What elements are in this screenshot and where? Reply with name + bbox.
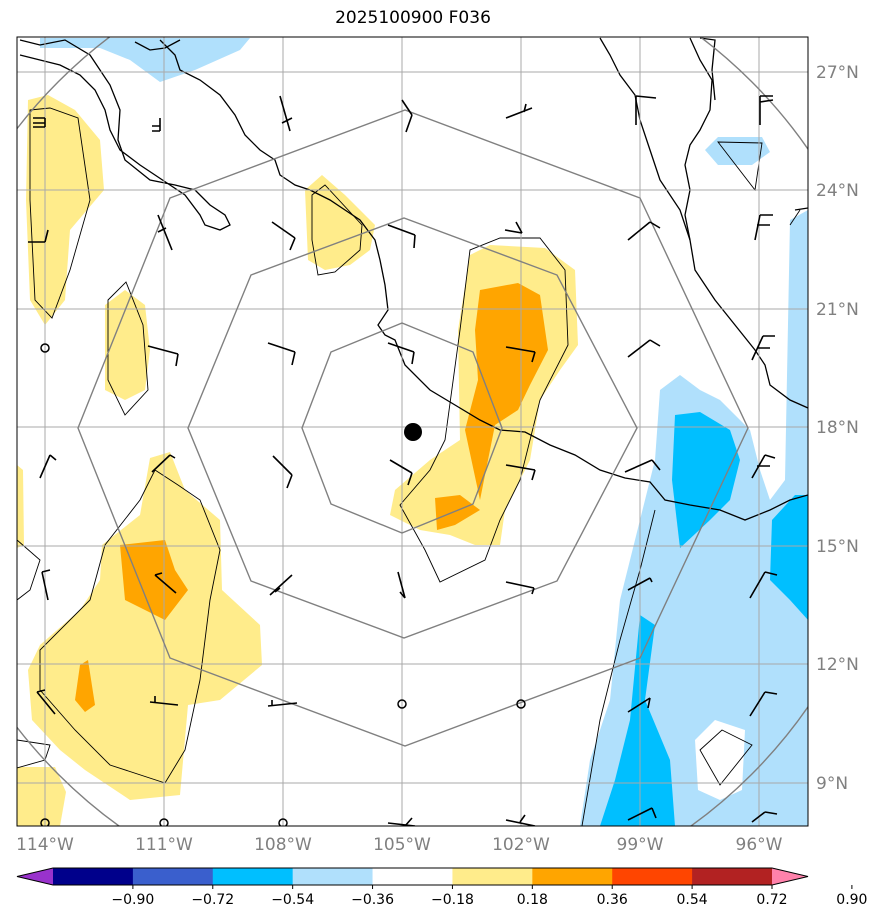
- colorbar-segment: [53, 868, 134, 885]
- lat-label: 12°N: [816, 655, 859, 675]
- map-title: 2025100900 F036: [335, 8, 491, 28]
- colorbar-tick-label: −0.54: [271, 892, 314, 908]
- colorbar-segment: [372, 868, 453, 885]
- colorbar-segment: [292, 868, 374, 885]
- lat-label: 15°N: [816, 537, 859, 557]
- storm-center-dot: [404, 423, 422, 441]
- lat-label: 24°N: [816, 181, 859, 201]
- colorbar-extend-low: [17, 868, 53, 885]
- colorbar-segment: [452, 868, 533, 885]
- wind-barbs: [28, 95, 778, 826]
- colorbar-tick-label: 0.54: [677, 892, 708, 908]
- coastlines: [19, 37, 808, 521]
- lon-label: 108°W: [254, 835, 312, 855]
- light-blue-fill-gulf: [705, 137, 770, 165]
- white-hole-east: [695, 720, 745, 800]
- lon-label: 111°W: [135, 835, 193, 855]
- colorbar-tick-label: −0.36: [351, 892, 394, 908]
- lon-labels: 114°W 111°W 108°W 105°W 102°W 99°W 96°W: [16, 835, 783, 855]
- colorbar-tick-label: 0.36: [597, 892, 628, 908]
- yellow-fill-left-edge: [17, 465, 24, 548]
- graticule: [17, 37, 808, 826]
- yellow-fill-sierra: [305, 175, 375, 270]
- plot-frame: [16, 36, 809, 827]
- lon-label: 99°W: [617, 835, 664, 855]
- colorbar-tick-label: −0.90: [111, 892, 154, 908]
- lat-label: 21°N: [816, 300, 859, 320]
- yellow-fill-west-strip: [26, 95, 104, 325]
- colorbar-outline: [16, 867, 809, 886]
- colorbar-segment: [612, 868, 693, 885]
- orange-fill-central: [465, 283, 548, 500]
- lon-label: 96°W: [736, 835, 783, 855]
- lat-label: 27°N: [816, 63, 859, 83]
- lat-label: 18°N: [816, 418, 859, 438]
- blue-fill-east-1: [672, 412, 740, 548]
- lat-label: 9°N: [816, 774, 848, 794]
- colorbar-extend-high: [772, 868, 808, 885]
- yellow-fill-west-oval: [105, 290, 150, 400]
- colorbar: −0.90 −0.72 −0.54 −0.36 −0.18 0.18 0.36 0.54 0.7…: [16, 867, 867, 908]
- colorbar-segment: [692, 868, 773, 885]
- orange-fill-central-small: [435, 495, 480, 530]
- blue-fill-east-3: [600, 615, 675, 826]
- yellow-fill-bottom-left: [17, 767, 66, 826]
- lon-label: 114°W: [16, 835, 74, 855]
- blue-fill-east-2: [770, 495, 808, 620]
- lat-labels: 27°N 24°N 21°N 18°N 15°N 12°N 9°N: [816, 63, 859, 794]
- calm-wind-markers: [40, 343, 526, 826]
- colorbar-tick-label: 0.72: [756, 892, 787, 908]
- colorbar-tick-label: −0.18: [431, 892, 474, 908]
- lon-label: 102°W: [492, 835, 550, 855]
- lon-label: 105°W: [373, 835, 431, 855]
- colorbar-segment: [532, 868, 613, 885]
- colorbar-tick-label: −0.72: [191, 892, 234, 908]
- orange-fill-southwest-small: [75, 660, 95, 712]
- light-blue-fill-top: [40, 38, 250, 82]
- yellow-fill-southwest: [28, 452, 262, 800]
- colorbar-tick-label: 0.18: [517, 892, 548, 908]
- colorbar-segment: [132, 868, 214, 885]
- colorbar-tick-label: 0.90: [836, 892, 867, 908]
- colorbar-segment: [212, 868, 294, 885]
- orange-fill-southwest: [120, 540, 188, 620]
